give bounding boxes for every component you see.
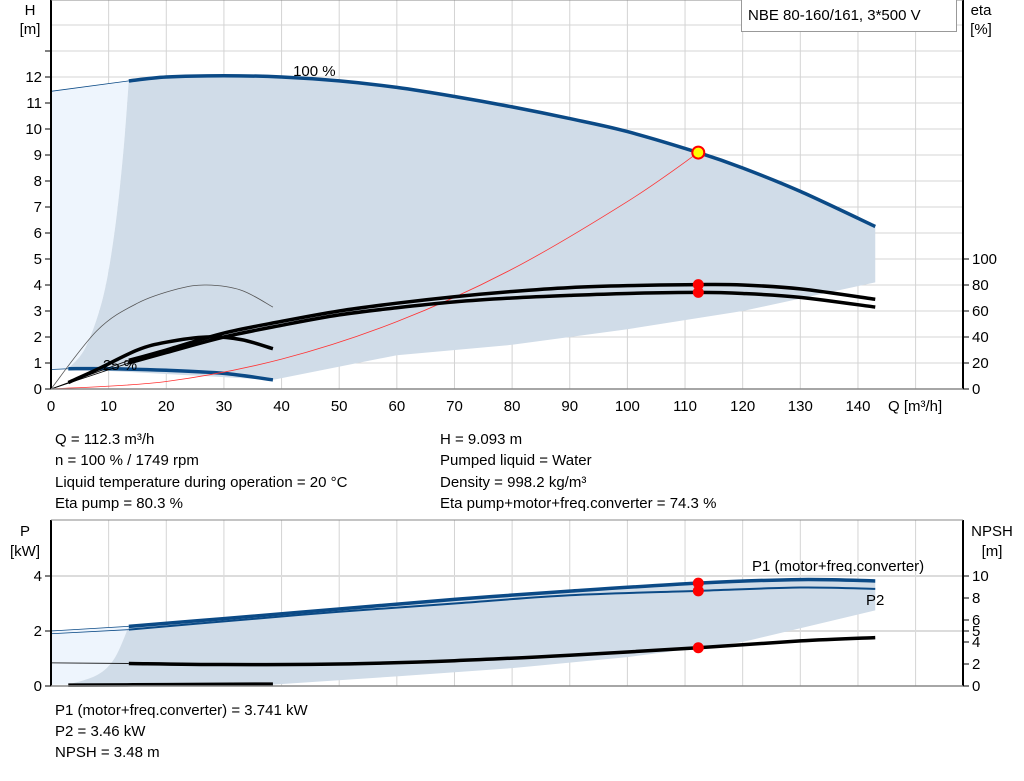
- duty-point-eta-pump: [692, 279, 704, 291]
- y-tick-label: 9: [34, 147, 42, 164]
- duty-point-npsh: [692, 642, 704, 654]
- duty-point-p2: [692, 585, 704, 597]
- operating-range-region: [68, 579, 876, 685]
- x-tick-label: 140: [845, 398, 870, 415]
- x-axis-label: Q [m³/h]: [888, 398, 942, 415]
- curve-annotation-1: 25 %: [103, 357, 137, 374]
- y-axis-label: H: [25, 2, 36, 19]
- y-right-tick-label: 40: [972, 329, 989, 346]
- y-tick-label: 10: [25, 121, 42, 138]
- info-density: Density = 998.2 kg/m³: [440, 474, 587, 491]
- info-npsh: NPSH = 3.48 m: [55, 744, 160, 761]
- series-line-4: [128, 290, 876, 365]
- info-eta-total: Eta pump+motor+freq.converter = 74.3 %: [440, 495, 717, 512]
- y-tick-label: 6: [34, 225, 42, 242]
- x-tick-label: 0: [47, 398, 55, 415]
- y-tick-label: 5: [34, 251, 42, 268]
- info-liquid: Pumped liquid = Water: [440, 452, 592, 469]
- info-n: n = 100 % / 1749 rpm: [55, 452, 199, 469]
- npsh-axis-unit: [m]: [982, 543, 1003, 560]
- curve-annotation-0: 100 %: [293, 63, 336, 80]
- series-extension-line: [50, 625, 129, 632]
- p-tick-label: 0: [34, 678, 42, 695]
- x-tick-label: 100: [615, 398, 640, 415]
- x-tick-label: 60: [388, 398, 405, 415]
- y-axis-unit: [m]: [20, 21, 41, 38]
- y-tick-label: 2: [34, 329, 42, 346]
- series-extension-line: [50, 80, 129, 92]
- p-tick-label: 4: [34, 568, 42, 585]
- series-extension-line: [50, 662, 129, 664]
- x-tick-label: 130: [788, 398, 813, 415]
- npsh-tick-label: 8: [972, 590, 980, 607]
- x-tick-label: 40: [273, 398, 290, 415]
- info-q: Q = 112.3 m³/h: [55, 431, 155, 448]
- info-p2: P2 = 3.46 kW: [55, 723, 146, 740]
- series-extension-line: [50, 368, 69, 370]
- series-line-0: [128, 577, 876, 629]
- p-axis-unit: [kW]: [10, 543, 40, 560]
- extended-range-region: [51, 626, 129, 685]
- series-line-3: [68, 682, 273, 687]
- series-line-2: [128, 635, 876, 667]
- y-tick-label: 7: [34, 199, 42, 216]
- y-right-tick-label: 100: [972, 251, 997, 268]
- series-line-6: [50, 284, 274, 390]
- info-p1: P1 (motor+freq.converter) = 3.741 kW: [55, 702, 308, 719]
- x-tick-label: 50: [331, 398, 348, 415]
- npsh-axis-label: NPSH: [971, 523, 1013, 540]
- x-tick-label: 30: [216, 398, 233, 415]
- pump-title-box: NBE 80-160/161, 3*500 V: [741, 0, 957, 32]
- series-line-5: [67, 335, 274, 385]
- info-eta-pump: Eta pump = 80.3 %: [55, 495, 183, 512]
- series-extension-line: [50, 629, 129, 635]
- duty-point-eta-total: [692, 286, 704, 298]
- y-tick-label: 8: [34, 173, 42, 190]
- y-tick-label: 12: [25, 69, 42, 86]
- npsh-tick-label: 5: [972, 623, 980, 640]
- series-line-1: [68, 366, 274, 382]
- p-axis-label: P: [20, 523, 30, 540]
- duty-point-p1: [692, 577, 704, 589]
- y-right-tick-label: 20: [972, 355, 989, 372]
- npsh-tick-label: 4: [972, 634, 980, 651]
- operating-range-region: [68, 75, 876, 380]
- y-tick-label: 4: [34, 277, 42, 294]
- series-extension-line: [50, 362, 129, 390]
- x-tick-label: 70: [446, 398, 463, 415]
- p2-series-label: P2: [866, 592, 884, 609]
- y-right-tick-label: 80: [972, 277, 989, 294]
- y-tick-label: 11: [26, 95, 42, 112]
- x-tick-label: 120: [730, 398, 755, 415]
- npsh-tick-label: 6: [972, 612, 980, 629]
- p1-series-label: P1 (motor+freq.converter): [752, 558, 924, 575]
- y-right-tick-label: 0: [972, 381, 980, 398]
- npsh-tick-label: 10: [972, 568, 989, 585]
- info-temp: Liquid temperature during operation = 20…: [55, 474, 348, 491]
- series-line-3: [128, 282, 876, 363]
- x-tick-label: 10: [100, 398, 117, 415]
- x-tick-label: 80: [504, 398, 521, 415]
- y-tick-label: 0: [34, 381, 42, 398]
- npsh-tick-label: 0: [972, 678, 980, 695]
- duty-point-head: [691, 145, 706, 160]
- npsh-tick-label: 2: [972, 656, 980, 673]
- y-tick-label: 1: [34, 355, 42, 372]
- y-right-axis-label: eta: [971, 2, 993, 19]
- p-tick-label: 2: [34, 623, 42, 640]
- y-right-axis-unit: [%]: [970, 21, 992, 38]
- y-right-tick-label: 60: [972, 303, 989, 320]
- extended-range-region: [51, 80, 129, 369]
- x-tick-label: 20: [158, 398, 175, 415]
- x-tick-label: 90: [561, 398, 578, 415]
- series-line-2: [50, 152, 699, 390]
- x-tick-label: 110: [673, 398, 697, 415]
- series-line-1: [128, 586, 876, 631]
- y-tick-label: 3: [34, 303, 42, 320]
- series-line-0: [128, 73, 876, 229]
- info-h: H = 9.093 m: [440, 431, 523, 448]
